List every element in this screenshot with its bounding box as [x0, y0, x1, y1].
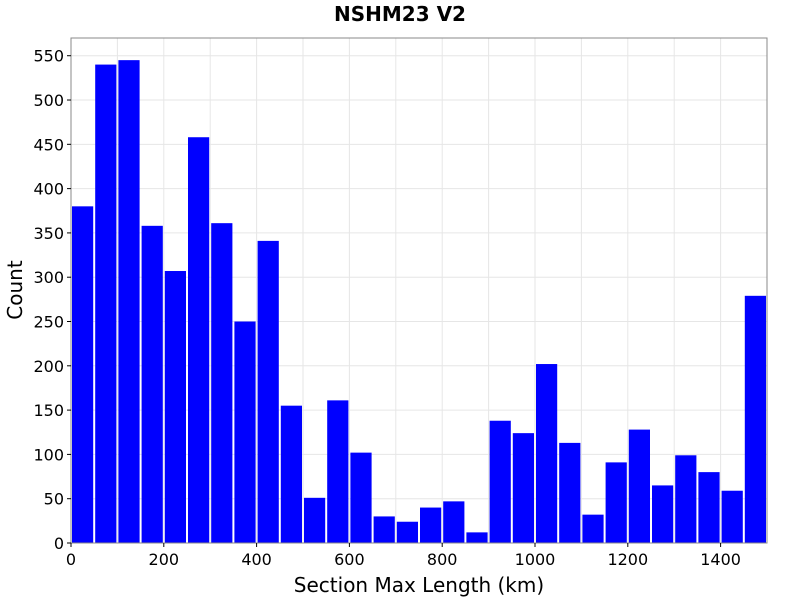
histogram-bar	[605, 462, 627, 543]
histogram-bar	[373, 516, 395, 543]
histogram-bar	[744, 295, 766, 543]
histogram-bar	[280, 405, 302, 543]
histogram-bar	[559, 442, 581, 543]
histogram-bar	[443, 501, 465, 543]
bars	[72, 60, 766, 544]
y-tick-label: 450	[33, 135, 64, 154]
x-tick-label: 800	[427, 550, 458, 569]
histogram-bar	[234, 321, 256, 543]
histogram-bar	[582, 514, 604, 543]
histogram-bar	[164, 271, 186, 543]
histogram-bar	[652, 485, 674, 543]
y-tick-label: 250	[33, 313, 64, 332]
histogram-bar	[675, 455, 697, 543]
histogram-bar	[350, 452, 372, 543]
histogram-bar	[327, 400, 349, 543]
histogram-bar	[628, 429, 650, 543]
histogram-bar	[396, 521, 418, 543]
y-tick-label: 350	[33, 224, 64, 243]
x-axis-label: Section Max Length (km)	[294, 573, 544, 597]
y-tick-label: 400	[33, 180, 64, 199]
x-tick-label: 1000	[515, 550, 556, 569]
histogram-bar	[420, 507, 442, 543]
x-tick-label: 600	[334, 550, 365, 569]
y-tick-label: 200	[33, 357, 64, 376]
y-tick-label: 150	[33, 401, 64, 420]
chart-title: NSHM23 V2	[334, 2, 466, 26]
histogram-bar	[698, 472, 720, 543]
x-tick-label: 1200	[607, 550, 648, 569]
histogram-bar	[304, 497, 326, 543]
histogram-bar	[188, 137, 210, 543]
histogram-bar	[536, 364, 558, 543]
axis-ticks: 0 200 400 600 800 1000 1200 1400 0 50 100 150 200 250…	[33, 47, 741, 569]
histogram-bar	[466, 532, 488, 543]
x-tick-label: 1400	[700, 550, 741, 569]
x-tick-label: 200	[149, 550, 180, 569]
histogram-bar	[721, 490, 743, 543]
histogram-bar	[257, 240, 279, 543]
histogram-bar	[118, 60, 140, 544]
histogram-bar	[489, 420, 511, 543]
y-tick-label: 50	[44, 490, 64, 509]
histogram-bar	[95, 64, 117, 543]
histogram-bar	[72, 206, 94, 544]
y-axis-label: Count	[3, 260, 27, 320]
plot-frame	[70, 37, 768, 544]
y-tick-label: 100	[33, 445, 64, 464]
x-tick-label: 400	[241, 550, 272, 569]
y-tick-label: 0	[54, 534, 64, 553]
y-tick-label: 550	[33, 47, 64, 66]
y-tick-label: 500	[33, 91, 64, 110]
histogram-bar	[141, 225, 163, 543]
histogram-bar	[211, 223, 233, 543]
histogram-bar	[512, 433, 534, 543]
x-tick-label: 0	[66, 550, 76, 569]
grid-lines	[70, 38, 767, 544]
y-tick-label: 300	[33, 268, 64, 287]
